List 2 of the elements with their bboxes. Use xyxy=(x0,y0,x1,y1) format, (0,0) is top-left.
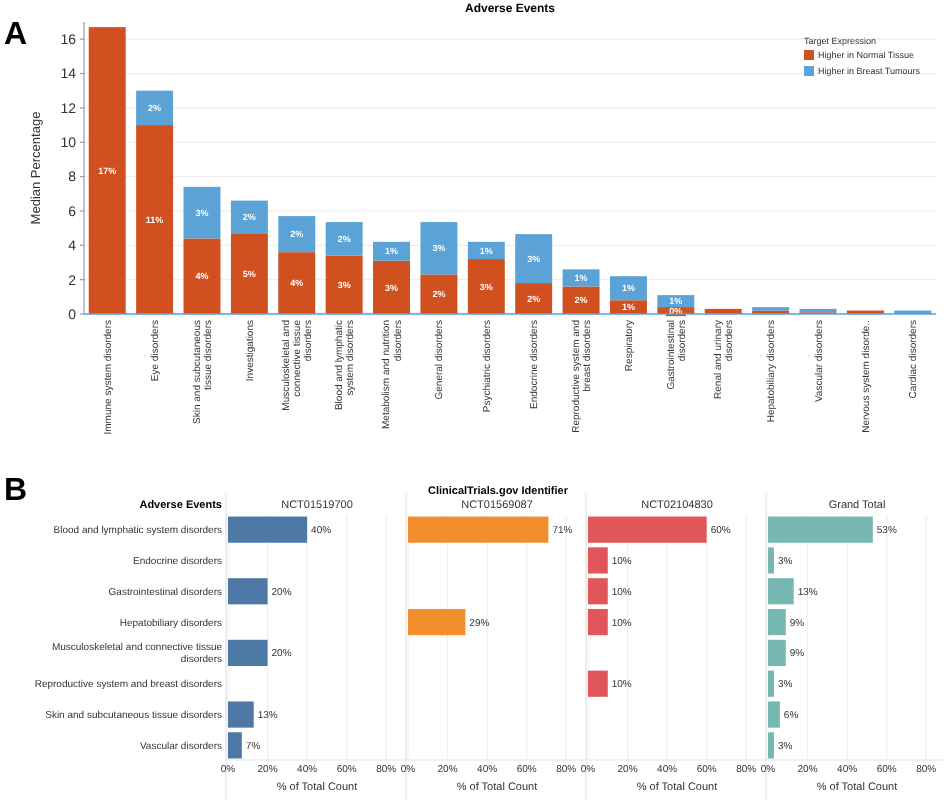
text: B xyxy=(4,474,28,508)
text: A xyxy=(4,18,28,52)
